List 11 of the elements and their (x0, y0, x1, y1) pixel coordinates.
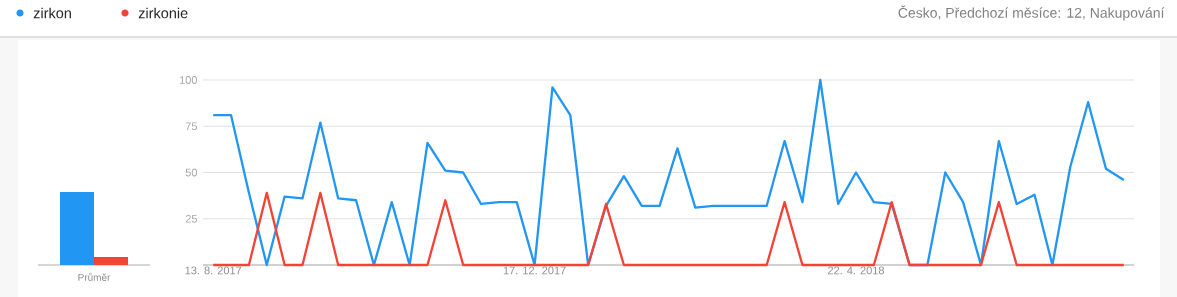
x-tick-label: 22. 4. 2018 (827, 266, 885, 275)
x-tick-label: Průměr (78, 272, 111, 281)
x-tick-label: 13. 8. 2017 (185, 266, 242, 275)
legend-label: zirkonie (138, 7, 188, 19)
y-tick-label: 25 (185, 214, 197, 223)
legend-label: zirkon (33, 7, 71, 19)
y-tick-label: 75 (185, 122, 197, 131)
y-tick-label: 50 (185, 168, 198, 177)
chart-subtitle: Česko, Předchozí měsíce: 12, Nakupování (898, 5, 1165, 21)
x-tick-label: 17. 12. 2017 (503, 266, 566, 275)
y-tick-label: 100 (179, 76, 198, 84)
